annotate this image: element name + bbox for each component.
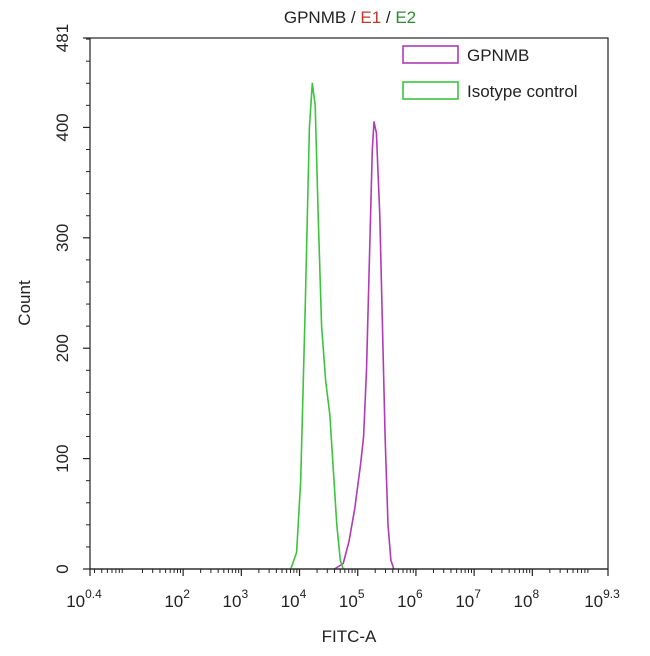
- x-tick-label-7: 108: [514, 587, 540, 611]
- title-part-2: E1: [360, 8, 381, 27]
- legend-label-1: Isotype control: [467, 82, 578, 101]
- x-tick-label-0: 100.4: [66, 587, 102, 611]
- x-tick-label-3: 104: [281, 587, 307, 611]
- x-tick-label-5: 106: [397, 587, 423, 611]
- x-tick-label-8: 109.3: [584, 587, 620, 611]
- title-part-3: /: [381, 8, 395, 27]
- legend-label-0: GPNMB: [467, 46, 529, 65]
- x-axis-label: FITC-A: [322, 627, 377, 646]
- y-tick-label-0: 0: [53, 564, 72, 573]
- legend-swatch-0: [402, 45, 459, 64]
- title-part-1: /: [346, 8, 360, 27]
- y-tick-label-2: 200: [53, 334, 72, 362]
- x-tick-label-6: 107: [455, 587, 481, 611]
- title-part-4: E2: [395, 8, 416, 27]
- series-line-gpnmb: [333, 121, 395, 570]
- series-line-isotype-control: [290, 82, 344, 570]
- y-tick-label-3: 300: [53, 224, 72, 252]
- y-tick-label-4: 400: [53, 113, 72, 141]
- title-part-0: GPNMB: [284, 8, 346, 27]
- x-tick-label-4: 105: [339, 587, 365, 611]
- chart-title: GPNMB / E1 / E2: [284, 8, 416, 27]
- x-axis: 100.4 102 103 104 105 106 107 108 109.3: [66, 568, 620, 611]
- x-tick-label-1: 102: [164, 587, 190, 611]
- legend-swatch-1: [402, 81, 459, 100]
- y-tick-label-5: 481: [53, 24, 72, 52]
- legend: GPNMB Isotype control: [402, 45, 578, 101]
- series-layer: [290, 82, 395, 570]
- y-tick-label-1: 100: [53, 444, 72, 472]
- y-axis-label: Count: [15, 280, 34, 326]
- plot-frame: [89, 37, 609, 570]
- x-tick-label-2: 103: [223, 587, 249, 611]
- y-axis: 0 100 200 300 400 481: [53, 24, 90, 574]
